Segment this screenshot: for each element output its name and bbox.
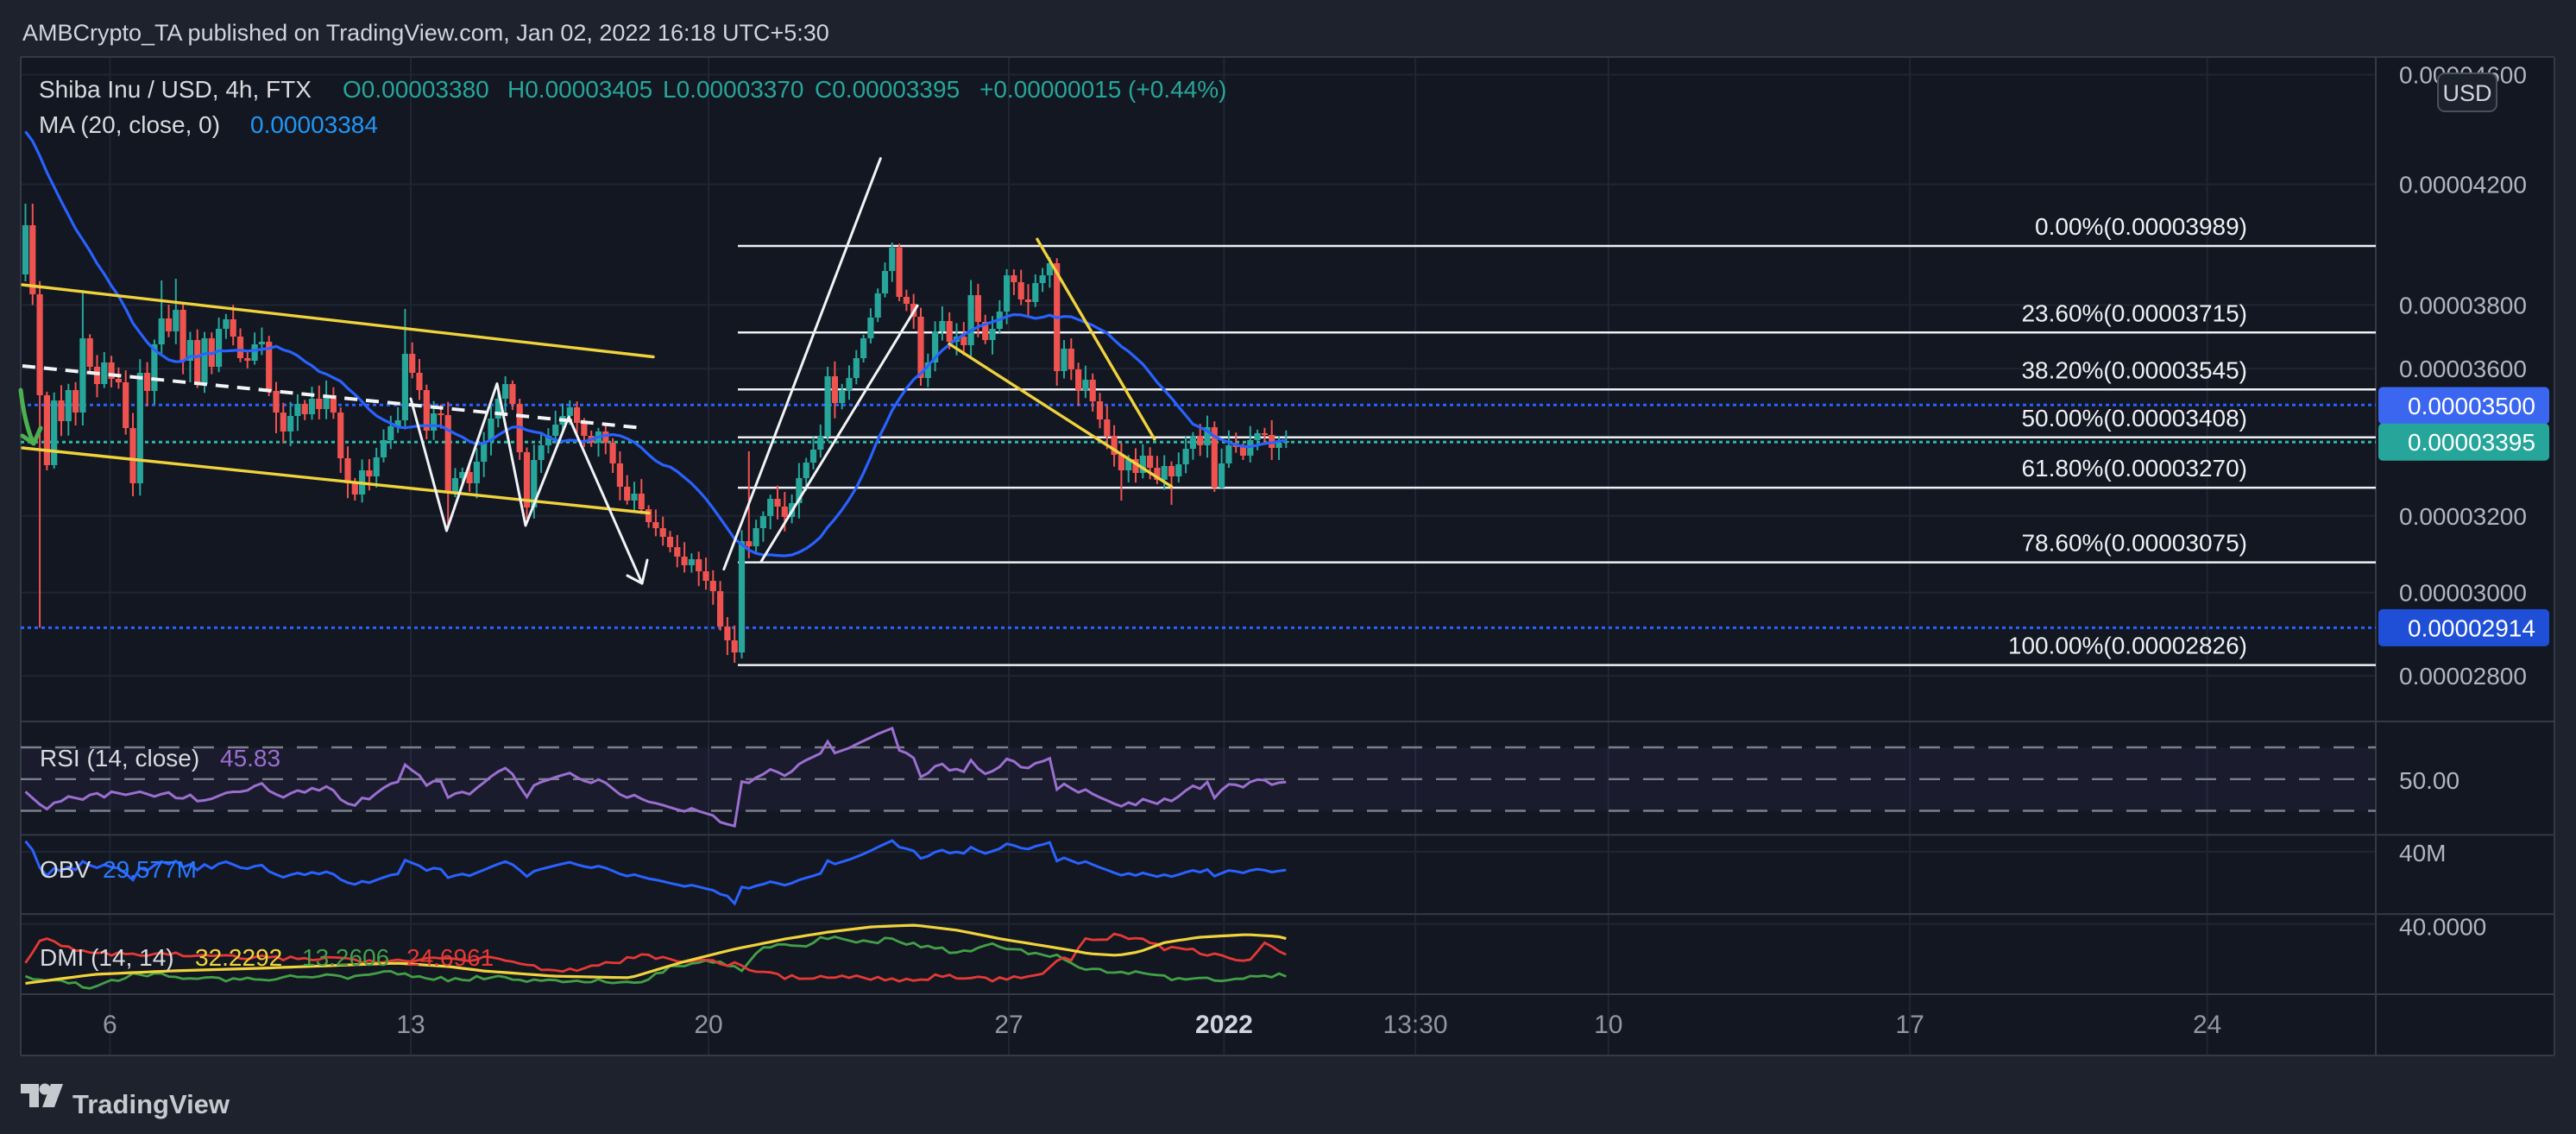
svg-text:13:30: 13:30 — [1383, 1011, 1448, 1039]
svg-text:24: 24 — [2193, 1011, 2221, 1039]
svg-text:0.00%(0.00003989): 0.00%(0.00003989) — [2035, 213, 2247, 240]
svg-text:OBV: OBV — [40, 856, 91, 883]
svg-text:0.00002914: 0.00002914 — [2408, 614, 2535, 641]
svg-text:32.2292: 32.2292 — [195, 944, 282, 971]
svg-text:10: 10 — [1594, 1011, 1622, 1039]
svg-text:MA (20, close, 0): MA (20, close, 0) — [39, 111, 220, 138]
svg-text:0.00004200: 0.00004200 — [2399, 172, 2527, 198]
svg-text:0.00003800: 0.00003800 — [2399, 292, 2527, 318]
svg-text:13: 13 — [396, 1011, 425, 1039]
svg-text:0.00003200: 0.00003200 — [2399, 503, 2527, 530]
svg-text:38.20%(0.00003545): 38.20%(0.00003545) — [2021, 356, 2247, 383]
svg-text:RSI (14, close): RSI (14, close) — [40, 745, 199, 772]
svg-text:0.00003000: 0.00003000 — [2399, 580, 2527, 607]
svg-text:L0.00003370: L0.00003370 — [663, 76, 804, 103]
svg-text:29.577M: 29.577M — [103, 856, 197, 883]
svg-text:6: 6 — [103, 1011, 117, 1039]
svg-text:DMI (14, 14): DMI (14, 14) — [40, 944, 174, 971]
svg-text:40M: 40M — [2399, 840, 2446, 866]
svg-text:2022: 2022 — [1195, 1011, 1253, 1039]
svg-text:23.60%(0.00003715): 23.60%(0.00003715) — [2021, 299, 2247, 326]
svg-text:24.6961: 24.6961 — [406, 944, 494, 971]
svg-text:0.00003500: 0.00003500 — [2408, 393, 2535, 419]
svg-text:27: 27 — [994, 1011, 1023, 1039]
svg-text:0.00003395: 0.00003395 — [2408, 429, 2535, 456]
svg-text:AMBCrypto_TA published on Trad: AMBCrypto_TA published on TradingView.co… — [22, 20, 829, 46]
svg-text:40.0000: 40.0000 — [2399, 914, 2486, 941]
svg-text:100.00%(0.00002826): 100.00%(0.00002826) — [2008, 633, 2247, 659]
svg-text:61.80%(0.00003270): 61.80%(0.00003270) — [2021, 455, 2247, 482]
svg-text:0.00002800: 0.00002800 — [2399, 663, 2527, 690]
svg-text:Shiba Inu / USD, 4h, FTX: Shiba Inu / USD, 4h, FTX — [39, 76, 312, 103]
svg-text:17: 17 — [1895, 1011, 1924, 1039]
svg-text:O0.00003380: O0.00003380 — [343, 76, 489, 103]
svg-text:H0.00003405: H0.00003405 — [507, 76, 652, 103]
svg-text:C0.00003395: C0.00003395 — [815, 76, 960, 103]
svg-text:TradingView: TradingView — [72, 1089, 230, 1119]
svg-text:78.60%(0.00003075): 78.60%(0.00003075) — [2021, 530, 2247, 557]
svg-text:0.00003600: 0.00003600 — [2399, 356, 2527, 382]
svg-text:50.00%(0.00003408): 50.00%(0.00003408) — [2021, 405, 2247, 432]
svg-text:+0.00000015 (+0.44%): +0.00000015 (+0.44%) — [979, 76, 1226, 103]
svg-text:45.83: 45.83 — [220, 745, 280, 772]
svg-text:0.00003384: 0.00003384 — [250, 111, 378, 138]
svg-text:USD: USD — [2442, 80, 2491, 106]
svg-text:50.00: 50.00 — [2399, 767, 2459, 794]
svg-text:13.2606: 13.2606 — [302, 944, 389, 971]
svg-text:20: 20 — [694, 1011, 722, 1039]
